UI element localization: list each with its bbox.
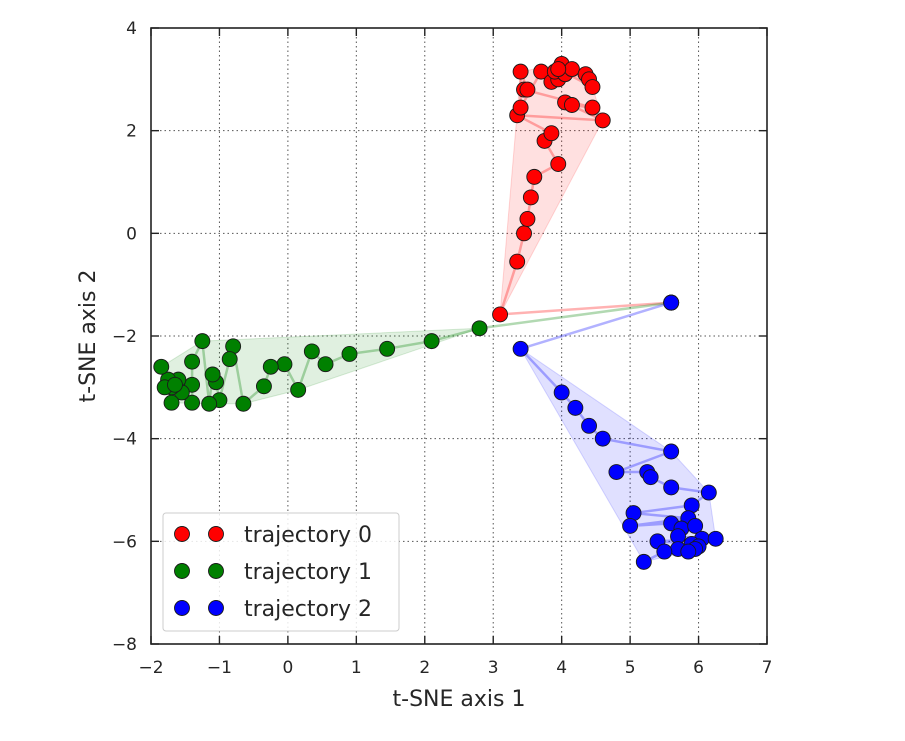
data-point <box>519 81 536 98</box>
data-point <box>522 189 539 206</box>
data-point <box>290 381 307 398</box>
y-tick-label: 0 <box>126 224 137 244</box>
legend-marker <box>208 563 224 579</box>
data-point <box>221 351 238 368</box>
data-point <box>526 168 543 185</box>
data-point <box>235 395 252 412</box>
data-point <box>512 63 529 80</box>
legend-label: trajectory 0 <box>244 523 372 548</box>
data-point <box>687 517 704 534</box>
y-tick-label: 2 <box>126 122 137 142</box>
data-point <box>707 530 724 547</box>
x-tick-label: 5 <box>625 658 636 678</box>
data-point <box>167 376 183 393</box>
data-point <box>194 333 211 350</box>
data-point <box>512 340 529 357</box>
data-point <box>516 225 532 242</box>
data-point <box>584 99 601 116</box>
data-point <box>317 356 334 373</box>
plot-series <box>153 55 724 570</box>
legend: trajectory 0 trajectory 1 trajectory 2 <box>162 512 400 632</box>
series-0 <box>492 55 680 323</box>
x-tick-label: −1 <box>207 658 232 678</box>
y-tick-label: −2 <box>112 327 137 347</box>
x-tick-label: 1 <box>351 658 362 678</box>
x-tick-label: 2 <box>419 658 430 678</box>
x-tick-label: 7 <box>762 658 773 678</box>
legend-box <box>162 512 400 632</box>
x-axis-title: t-SNE axis 1 <box>393 687 526 712</box>
legend-marker <box>208 600 224 616</box>
x-tick-label: 6 <box>693 658 704 678</box>
legend-marker <box>174 563 190 579</box>
y-axis-title: t-SNE axis 2 <box>76 270 101 403</box>
data-point <box>663 479 680 496</box>
data-point <box>303 343 320 360</box>
data-point <box>262 358 279 375</box>
data-point <box>563 97 580 113</box>
legend-entry: trajectory 1 <box>174 560 372 585</box>
y-tick-label: 4 <box>126 19 137 39</box>
data-point <box>519 211 536 227</box>
data-point <box>656 543 673 560</box>
data-point <box>581 417 597 434</box>
data-point <box>567 399 584 416</box>
data-point <box>594 112 611 129</box>
data-point <box>163 394 180 411</box>
data-point <box>550 156 567 172</box>
legend-marker <box>174 600 190 616</box>
legend-marker <box>208 526 224 542</box>
data-point <box>543 125 560 142</box>
data-point <box>512 99 529 116</box>
data-point <box>153 358 170 375</box>
data-point <box>509 253 526 270</box>
data-point <box>204 366 221 383</box>
data-point <box>663 294 680 311</box>
data-point <box>594 430 611 447</box>
x-tick-label: 3 <box>488 658 499 678</box>
series-1 <box>153 294 680 412</box>
data-point <box>550 61 567 78</box>
data-point <box>201 395 218 412</box>
data-point <box>563 61 580 78</box>
x-tick-label: 4 <box>556 658 567 678</box>
data-point <box>635 553 652 570</box>
y-tick-label: −4 <box>112 430 137 450</box>
data-point <box>700 484 717 501</box>
legend-entry: trajectory 0 <box>174 523 372 548</box>
data-point <box>471 320 488 337</box>
data-point <box>492 306 509 323</box>
data-point <box>608 464 625 480</box>
data-point <box>276 356 293 373</box>
y-tick-label: −8 <box>112 635 137 655</box>
y-tick-label: −6 <box>112 532 137 552</box>
legend-entry: trajectory 2 <box>174 597 372 622</box>
legend-label: trajectory 1 <box>244 560 372 585</box>
data-point <box>663 443 680 460</box>
axis-ticks: −2 −1 0 1 2 3 4 5 6 7 −8 −6 −4 −2 0 2 4 <box>112 19 772 678</box>
legend-marker <box>174 526 190 542</box>
data-point <box>553 384 570 401</box>
data-point <box>622 517 639 534</box>
data-point <box>341 346 358 362</box>
legend-label: trajectory 2 <box>244 597 372 622</box>
data-point <box>642 469 659 486</box>
data-point <box>184 394 201 411</box>
x-tick-label: 0 <box>282 658 293 678</box>
data-point <box>680 543 697 560</box>
series-2 <box>512 294 724 570</box>
data-point <box>255 378 272 395</box>
data-point <box>423 333 440 350</box>
data-point <box>379 340 396 357</box>
data-point <box>584 79 601 95</box>
x-tick-label: −2 <box>138 658 163 678</box>
data-point <box>184 353 201 370</box>
